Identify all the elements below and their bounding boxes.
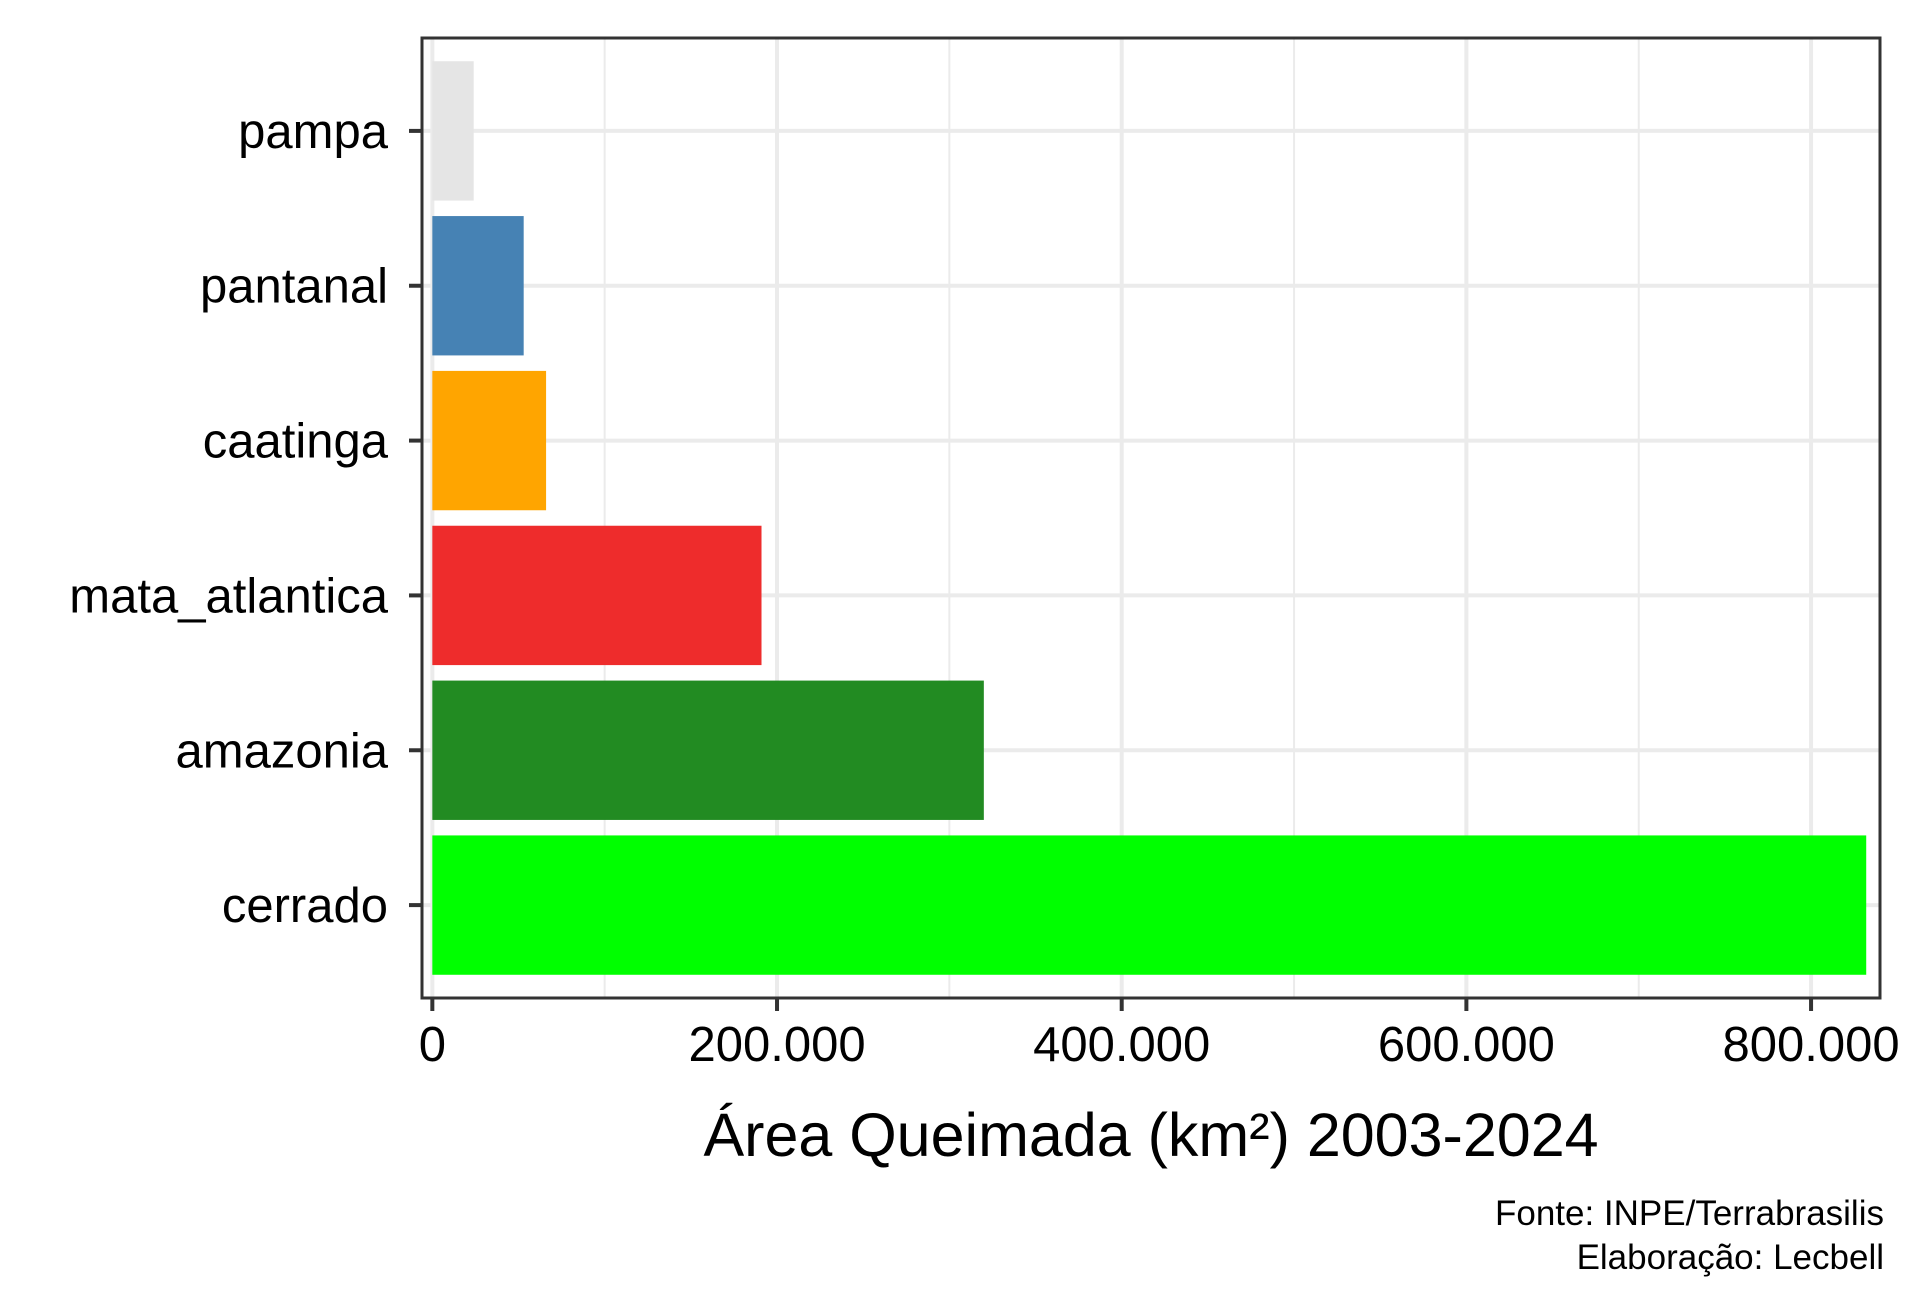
x-axis: 0 200.000 400.000 600.000 800.000: [419, 998, 1900, 1072]
caption-source: Fonte: INPE/Terrabrasilis: [1494, 1194, 1884, 1233]
y-tick-label: mata_atlantica: [69, 569, 388, 623]
bar-pantanal: [432, 216, 524, 356]
bar-mata-atlantica: [432, 525, 762, 666]
y-tick-label: amazonia: [176, 724, 389, 778]
bar-caatinga: [432, 370, 547, 511]
y-tick-label: pampa: [238, 105, 389, 159]
bar-pampa: [432, 61, 474, 201]
y-tick-label: caatinga: [203, 415, 389, 469]
x-tick-label: 200.000: [688, 1018, 865, 1072]
x-tick-label: 400.000: [1033, 1018, 1210, 1072]
y-tick-label: pantanal: [200, 260, 388, 314]
bars: [432, 61, 1867, 975]
major-gridlines: [422, 38, 1880, 998]
plot-panel-border: [420, 36, 1882, 1000]
x-tick-label: 0: [419, 1018, 446, 1072]
x-tick-label: 800.000: [1723, 1018, 1900, 1072]
bar-amazonia: [432, 680, 984, 820]
x-axis-title: Área Queimada (km²) 2003-2024: [703, 1101, 1598, 1169]
y-axis: pampa pantanal caatinga mata_atlanticaamazo…: [69, 105, 422, 933]
x-tick-label: 600.000: [1378, 1018, 1555, 1072]
bar-cerrado: [432, 835, 1867, 975]
caption-author: Elaboração: Lecbell: [1576, 1238, 1884, 1277]
y-tick-label: cerrado: [222, 879, 388, 933]
